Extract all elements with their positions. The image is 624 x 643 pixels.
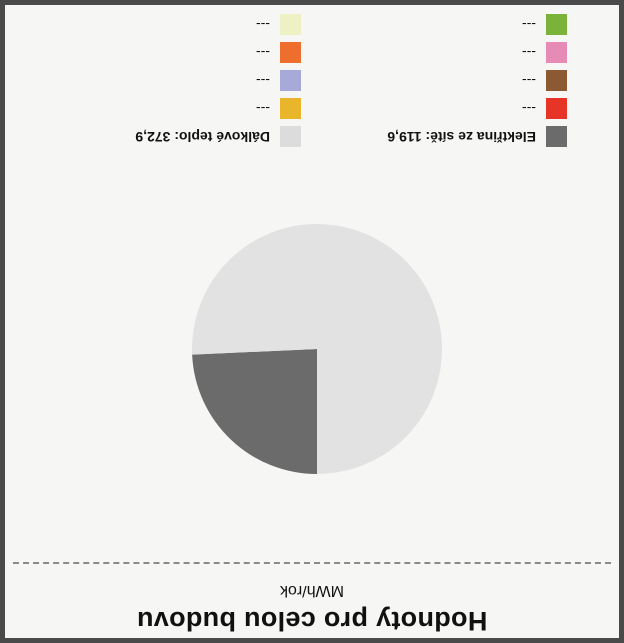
pie-slice-1 — [192, 349, 317, 474]
legend-item: --- — [387, 98, 567, 120]
legend-item: --- — [135, 70, 301, 92]
legend-swatch — [546, 14, 567, 36]
legend-label: --- — [522, 17, 536, 33]
legend-item: Elektřina ze sítě: 119,6 — [387, 126, 567, 148]
legend-swatch — [546, 98, 567, 120]
legend-label: --- — [256, 73, 270, 89]
pie-slice-2 — [192, 224, 443, 474]
legend-swatch — [546, 70, 567, 92]
legend-swatch — [280, 42, 301, 64]
legend-swatch — [280, 70, 301, 92]
legend-item: --- — [387, 14, 567, 36]
legend-label: --- — [522, 73, 536, 89]
legend-label: Elektřina ze sítě: 119,6 — [387, 129, 536, 145]
legend-swatch — [546, 42, 567, 64]
legend-swatch — [546, 126, 567, 148]
legend-label: --- — [256, 45, 270, 61]
pie-chart — [192, 224, 443, 474]
legend-item: --- — [135, 14, 301, 36]
legend-item: Dálkové teplo: 372,9 — [135, 126, 301, 148]
legend-column-1: Elektřina ze sítě: 119,6 --- --- --- --- — [387, 8, 567, 148]
legend-label: Dálkové teplo: 372,9 — [135, 129, 270, 145]
legend-column-2: Dálkové teplo: 372,9 --- --- --- --- — [135, 8, 301, 148]
legend-item: --- — [135, 98, 301, 120]
legend-label: --- — [522, 101, 536, 117]
legend-label: --- — [256, 101, 270, 117]
legend-item: --- — [387, 70, 567, 92]
legend-swatch — [280, 14, 301, 36]
legend-label: --- — [522, 45, 536, 61]
legend-label: --- — [256, 17, 270, 33]
legend-swatch — [280, 126, 301, 148]
legend-item: --- — [387, 42, 567, 64]
legend-item: --- — [135, 42, 301, 64]
legend-swatch — [280, 98, 301, 120]
